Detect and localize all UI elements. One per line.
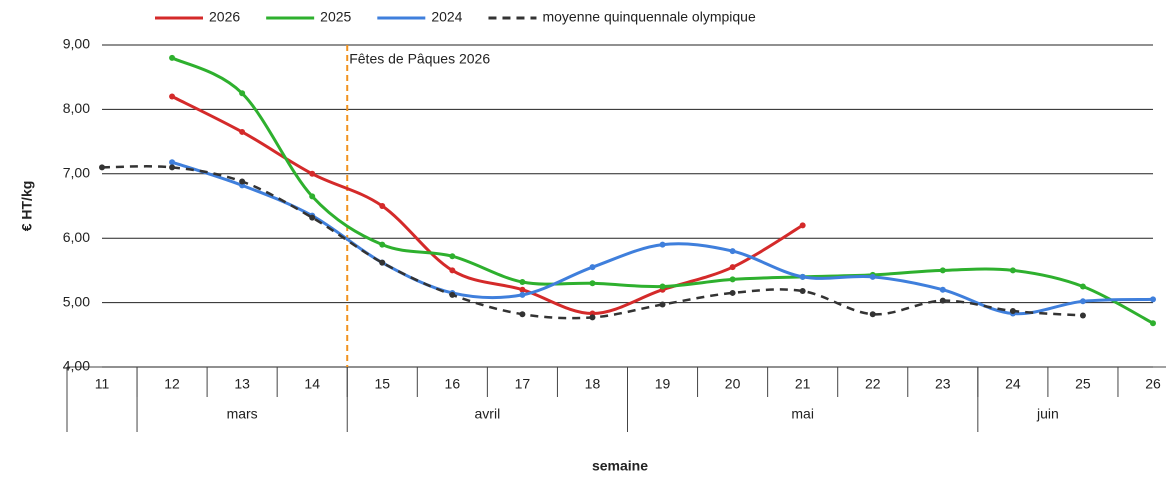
x-tick-label: 15 xyxy=(374,376,390,392)
data-point xyxy=(449,253,456,260)
annotation-text: Fêtes de Pâques 2026 xyxy=(349,51,490,67)
data-point xyxy=(799,288,806,295)
x-tick-label: 26 xyxy=(1145,376,1161,392)
data-point xyxy=(519,286,526,293)
y-tick-label: 4,00 xyxy=(63,358,90,374)
data-point xyxy=(239,128,246,135)
x-tick-label: 24 xyxy=(1005,376,1021,392)
data-point xyxy=(729,248,736,255)
data-point xyxy=(169,93,176,100)
data-point xyxy=(939,286,946,293)
data-point xyxy=(239,178,246,185)
x-tick-label: 18 xyxy=(585,376,601,392)
data-point xyxy=(659,301,666,308)
data-point xyxy=(869,273,876,280)
data-point xyxy=(1079,298,1086,305)
legend-label: 2026 xyxy=(209,9,240,25)
x-tick-label: 14 xyxy=(304,376,320,392)
data-point xyxy=(1009,307,1016,314)
y-tick-label: 6,00 xyxy=(63,229,90,245)
y-tick-label: 8,00 xyxy=(63,100,90,116)
data-point xyxy=(1150,296,1156,303)
x-tick-label: 25 xyxy=(1075,376,1091,392)
y-tick-label: 9,00 xyxy=(63,36,90,52)
y-axis-label: € HT/kg xyxy=(19,181,35,232)
x-tick-label: 11 xyxy=(95,376,110,392)
data-point xyxy=(449,291,456,298)
data-point xyxy=(169,159,176,166)
data-point xyxy=(939,267,946,274)
data-point xyxy=(589,314,596,321)
month-label: avril xyxy=(475,406,501,422)
data-point xyxy=(379,259,386,266)
data-point xyxy=(799,222,806,229)
x-tick-label: 12 xyxy=(164,376,180,392)
data-point xyxy=(729,264,736,271)
data-point xyxy=(589,264,596,271)
data-point xyxy=(309,170,316,177)
data-point xyxy=(169,54,176,61)
data-point xyxy=(449,267,456,274)
data-point xyxy=(309,193,316,200)
month-label: mars xyxy=(227,406,258,422)
data-point xyxy=(729,289,736,296)
data-point xyxy=(589,280,596,287)
x-tick-label: 21 xyxy=(795,376,811,392)
data-point xyxy=(1150,320,1156,327)
data-point xyxy=(239,90,246,97)
data-point xyxy=(1009,267,1016,274)
x-tick-label: 20 xyxy=(725,376,741,392)
y-tick-label: 5,00 xyxy=(63,293,90,309)
x-tick-label: 23 xyxy=(935,376,951,392)
data-point xyxy=(99,164,105,171)
y-tick-label: 7,00 xyxy=(63,165,90,181)
data-point xyxy=(379,203,386,209)
legend-label: 2025 xyxy=(320,9,351,25)
data-point xyxy=(169,164,176,171)
month-label: mai xyxy=(791,406,814,422)
data-point xyxy=(659,241,666,248)
data-point xyxy=(309,214,316,221)
data-point xyxy=(519,311,526,318)
data-point xyxy=(1079,312,1086,319)
series-line xyxy=(171,56,1154,325)
series-line xyxy=(171,95,804,316)
data-point xyxy=(799,273,806,280)
data-point xyxy=(519,278,526,285)
legend-label: moyenne quinquennale olympique xyxy=(542,9,755,25)
data-point xyxy=(729,276,736,283)
data-point xyxy=(379,241,386,248)
x-tick-label: 22 xyxy=(865,376,881,392)
x-tick-label: 16 xyxy=(445,376,461,392)
x-tick-label: 19 xyxy=(655,376,671,392)
data-point xyxy=(869,311,876,318)
data-point xyxy=(519,291,526,298)
data-point xyxy=(939,297,946,304)
x-tick-label: 13 xyxy=(234,376,250,392)
x-axis-label: semaine xyxy=(592,458,648,474)
legend-label: 2024 xyxy=(431,9,462,25)
data-point xyxy=(1079,283,1086,290)
month-label: juin xyxy=(1036,406,1059,422)
data-point xyxy=(659,283,666,290)
x-tick-label: 17 xyxy=(515,376,531,392)
